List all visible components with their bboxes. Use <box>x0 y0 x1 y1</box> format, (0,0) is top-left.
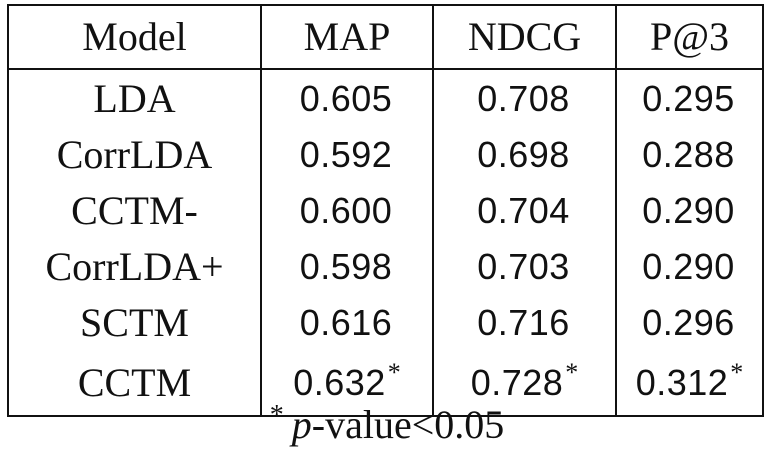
significance-marker: * <box>565 357 579 387</box>
significance-marker: * <box>387 357 401 387</box>
map-cell: 0.632* <box>260 350 434 417</box>
p3-cell: 0.295 <box>615 69 764 126</box>
results-table-container: Model MAP NDCG P@3 LDA 0.605 0.708 0.295… <box>7 4 764 417</box>
model-name: CCTM- <box>7 182 262 238</box>
footnote: * p-value<0.05 <box>0 400 774 450</box>
ndcg-value: 0.703 <box>477 246 570 287</box>
ndcg-cell: 0.728* <box>432 350 617 417</box>
p3-value: 0.288 <box>642 134 735 175</box>
map-cell: 0.605 <box>260 69 434 126</box>
header-p3: P@3 <box>615 4 764 70</box>
p3-cell: 0.296 <box>615 294 764 350</box>
table-row: CorrLDA 0.592 0.698 0.288 <box>7 126 764 182</box>
table-row: CorrLDA+ 0.598 0.703 0.290 <box>7 238 764 294</box>
p3-value: 0.296 <box>642 302 735 343</box>
significance-marker: * <box>730 357 744 387</box>
map-value: 0.600 <box>299 190 393 231</box>
p3-cell: 0.312* <box>615 350 764 417</box>
ndcg-value: 0.704 <box>477 190 570 231</box>
model-name: CCTM <box>7 350 262 417</box>
footnote-text: -value<0.05 <box>311 402 505 447</box>
header-map: MAP <box>260 4 434 70</box>
p3-value: 0.312 <box>635 362 729 403</box>
p3-value: 0.295 <box>642 78 735 119</box>
model-name: CorrLDA+ <box>7 238 262 294</box>
map-value: 0.632 <box>293 362 386 403</box>
footnote-p-symbol: p <box>291 402 312 447</box>
ndcg-cell: 0.703 <box>432 238 617 294</box>
map-cell: 0.598 <box>260 238 434 294</box>
results-table: Model MAP NDCG P@3 LDA 0.605 0.708 0.295… <box>7 4 764 417</box>
map-value: 0.598 <box>299 246 393 287</box>
table-row: CCTM 0.632* 0.728* 0.312* <box>7 350 764 417</box>
ndcg-cell: 0.704 <box>432 182 617 238</box>
table-row: LDA 0.605 0.708 0.295 <box>7 69 764 126</box>
table-row: SCTM 0.616 0.716 0.296 <box>7 294 764 350</box>
table-row: CCTM- 0.600 0.704 0.290 <box>7 182 764 238</box>
p3-cell: 0.288 <box>615 126 764 182</box>
header-ndcg: NDCG <box>432 4 617 70</box>
header-model: Model <box>7 4 262 70</box>
footnote-marker: * <box>269 399 284 431</box>
ndcg-value: 0.728 <box>470 362 564 403</box>
p3-cell: 0.290 <box>615 182 764 238</box>
map-value: 0.616 <box>299 302 393 343</box>
map-cell: 0.592 <box>260 126 434 182</box>
p3-value: 0.290 <box>642 190 735 231</box>
model-name: CorrLDA <box>7 126 262 182</box>
ndcg-value: 0.716 <box>477 302 570 343</box>
ndcg-cell: 0.698 <box>432 126 617 182</box>
ndcg-cell: 0.716 <box>432 294 617 350</box>
table-header-row: Model MAP NDCG P@3 <box>7 4 764 70</box>
ndcg-cell: 0.708 <box>432 69 617 126</box>
model-name: SCTM <box>7 294 262 350</box>
map-value: 0.605 <box>299 78 393 119</box>
model-name: LDA <box>7 69 262 126</box>
ndcg-value: 0.698 <box>477 134 570 175</box>
ndcg-value: 0.708 <box>477 78 570 119</box>
p3-cell: 0.290 <box>615 238 764 294</box>
p3-value: 0.290 <box>642 246 735 287</box>
map-cell: 0.600 <box>260 182 434 238</box>
map-cell: 0.616 <box>260 294 434 350</box>
map-value: 0.592 <box>299 134 393 175</box>
